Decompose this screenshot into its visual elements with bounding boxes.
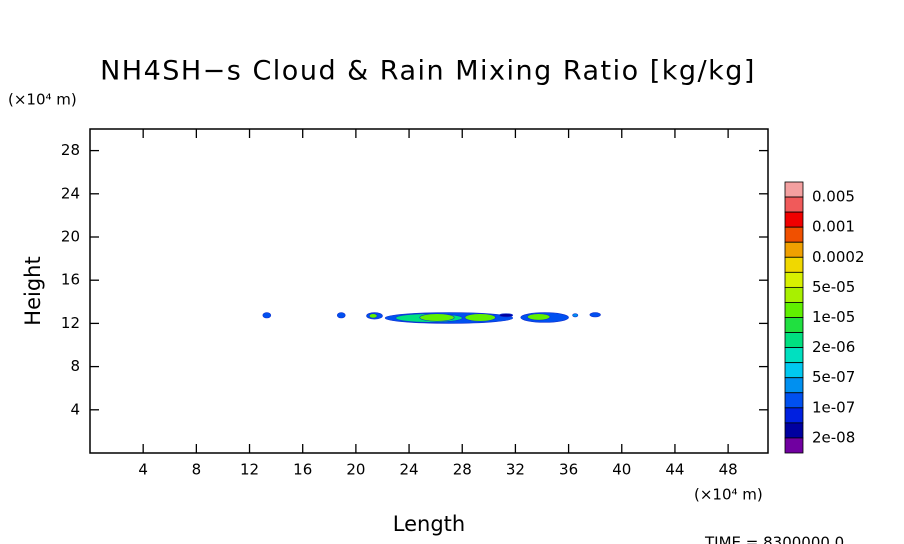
y-tick-label: 12 <box>61 314 80 332</box>
x-tick-label: 16 <box>293 461 312 479</box>
x-tick-label: 24 <box>400 461 419 479</box>
colorbar-label: 5e-07 <box>812 368 855 386</box>
colorbar-label: 1e-07 <box>812 398 855 416</box>
contour-region <box>419 313 455 322</box>
contour-region <box>336 312 346 319</box>
colorbar-label: 5e-05 <box>812 278 855 296</box>
x-unit: (×10⁴ m) <box>694 486 763 504</box>
contour-region <box>464 313 496 322</box>
colorbar-swatch <box>784 302 804 318</box>
colorbar-swatch <box>784 181 804 198</box>
y-tick-label: 24 <box>61 184 80 202</box>
colorbar-swatch <box>784 347 804 364</box>
colorbar-swatch <box>784 422 804 439</box>
chart-title: NH4SH−s Cloud & Rain Mixing Ratio [kg/kg… <box>100 56 756 87</box>
contour-region <box>527 313 551 321</box>
colorbar-swatch <box>784 196 804 213</box>
x-tick-label: 36 <box>559 461 578 479</box>
colorbar-swatch <box>784 241 804 258</box>
contour-region <box>368 313 378 319</box>
y-tick-label: 8 <box>70 357 80 375</box>
y-unit: (×10⁴ m) <box>8 91 77 109</box>
y-tick-label: 16 <box>61 271 80 289</box>
x-tick-label: 20 <box>346 461 365 479</box>
x-tick-label: 4 <box>138 461 148 479</box>
colorbar-label: 0.005 <box>812 188 855 206</box>
contour-region <box>499 313 514 318</box>
x-tick-label: 8 <box>192 461 202 479</box>
colorbar-swatch <box>784 392 804 409</box>
plot-frame <box>89 128 769 454</box>
contour-region <box>572 313 579 318</box>
contour-region <box>262 312 272 319</box>
x-tick-label: 44 <box>665 461 684 479</box>
y-tick-label: 4 <box>70 400 80 418</box>
colorbar-swatch <box>784 332 804 349</box>
x-tick-label: 12 <box>240 461 259 479</box>
time-label: TIME = 8300000.0 <box>704 534 844 544</box>
colorbar-swatch <box>784 317 804 333</box>
x-tick-label: 48 <box>719 461 738 479</box>
x-axis-label: Length <box>393 512 465 536</box>
y-tick-label: 28 <box>61 141 80 159</box>
colorbar-swatch <box>784 407 804 424</box>
colorbar-label: 1e-05 <box>812 308 855 326</box>
colorbar-swatch <box>784 256 804 273</box>
x-tick-label: 40 <box>612 461 631 479</box>
colorbar-swatch <box>784 286 804 303</box>
colorbar-swatch <box>784 271 804 288</box>
colorbar-swatch <box>784 377 804 394</box>
x-tick-label: 28 <box>453 461 472 479</box>
y-tick-label: 20 <box>61 228 80 246</box>
colorbar-label: 0.001 <box>812 218 855 236</box>
colorbar-label: 0.0002 <box>812 248 865 266</box>
x-tick-label: 32 <box>506 461 525 479</box>
colorbar-label: 2e-06 <box>812 338 855 356</box>
colorbar-swatch <box>784 211 804 228</box>
colorbar-label: 2e-08 <box>812 428 855 446</box>
y-axis-label: Height <box>21 256 45 325</box>
colorbar-swatch <box>784 362 804 379</box>
contour-region <box>589 312 601 318</box>
colorbar-swatch <box>784 437 804 454</box>
colorbar-swatch <box>784 226 804 243</box>
